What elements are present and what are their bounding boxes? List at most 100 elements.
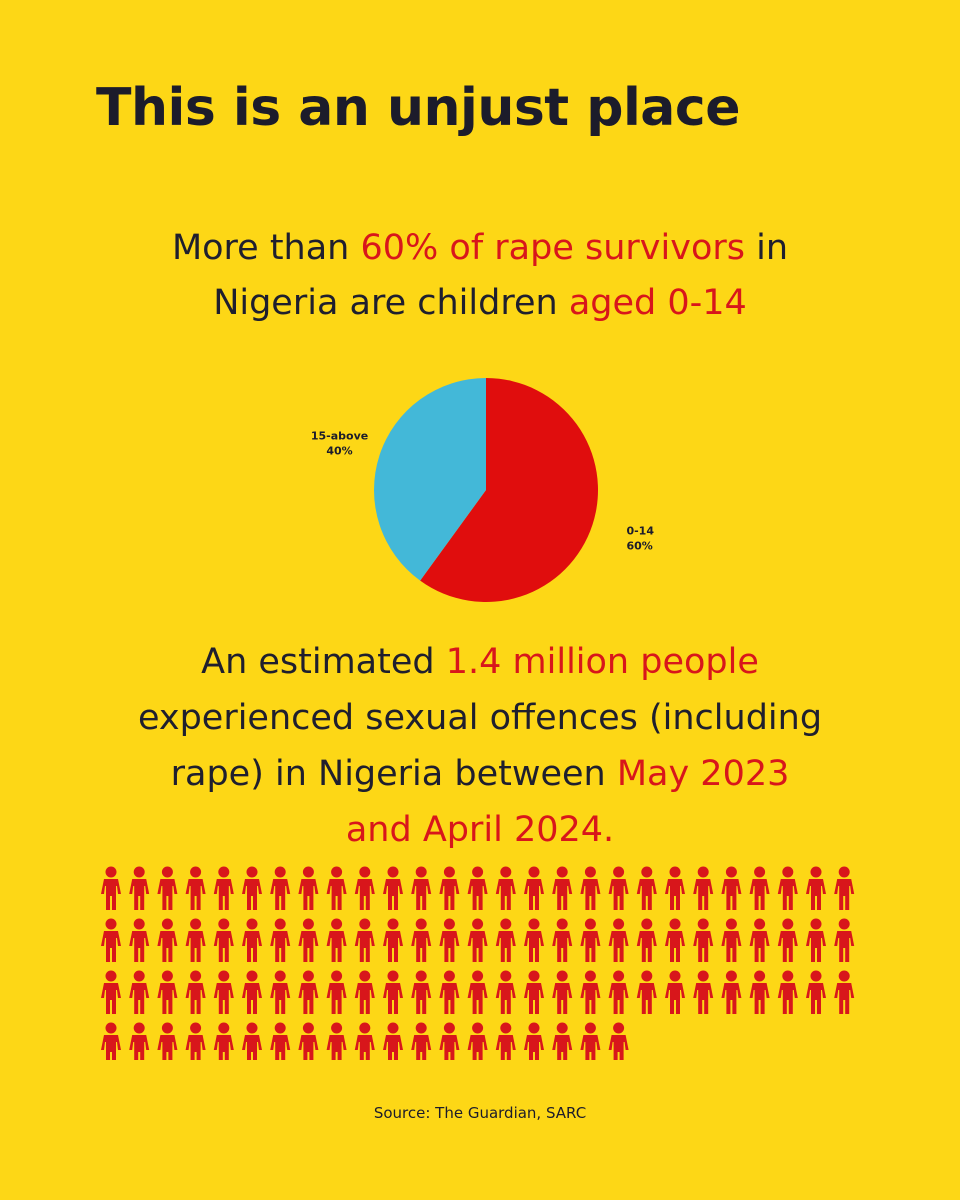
person-icon xyxy=(777,866,798,910)
person-icon xyxy=(383,1022,403,1060)
stat2-line2: experienced sexual offences (including xyxy=(137,698,823,738)
person-icon xyxy=(777,918,798,962)
person-icon xyxy=(185,866,206,910)
pie-slice-0-14 xyxy=(420,378,598,602)
person-icon xyxy=(806,970,826,1014)
pie-label-percent: 40% xyxy=(326,444,352,457)
person-icon xyxy=(524,970,544,1014)
person-icon xyxy=(411,866,432,910)
stat1-highlight: aged 0-14 xyxy=(568,283,747,323)
person-icon xyxy=(242,1022,262,1060)
person-icon xyxy=(749,918,770,962)
person-icon xyxy=(101,918,121,962)
stat1-text: Nigeria are children xyxy=(213,283,569,323)
person-icon xyxy=(185,918,206,962)
person-icon xyxy=(636,970,657,1014)
pie-label-percent: 60% xyxy=(626,540,652,553)
person-icon xyxy=(524,866,544,910)
person-icon xyxy=(524,918,544,962)
person-icon xyxy=(552,866,573,910)
person-icon xyxy=(354,970,375,1014)
person-icon xyxy=(326,970,347,1014)
person-icon xyxy=(834,970,855,1014)
person-icon xyxy=(693,918,714,962)
person-icon xyxy=(777,970,798,1014)
person-icon xyxy=(270,970,291,1014)
stat2-highlight: May 2023 xyxy=(616,754,790,794)
person-icon xyxy=(749,866,770,910)
person-icon xyxy=(129,970,150,1014)
person-icon xyxy=(129,918,150,962)
pie-label-category: 0-14 xyxy=(626,525,654,538)
person-icon xyxy=(749,970,770,1014)
source-credit: Source: The Guardian, SARC xyxy=(373,1104,587,1122)
stat2-highlight: 1.4 million people xyxy=(445,642,759,682)
person-icon xyxy=(665,866,685,910)
person-icon xyxy=(580,1022,601,1060)
person-icon xyxy=(270,1022,291,1060)
person-icon xyxy=(157,970,178,1014)
person-icon xyxy=(608,918,629,962)
person-icon xyxy=(665,970,685,1014)
person-icon xyxy=(157,918,178,962)
people-pictogram xyxy=(101,866,855,1060)
person-icon xyxy=(383,866,403,910)
person-icon xyxy=(439,866,460,910)
person-icon xyxy=(806,918,826,962)
person-icon xyxy=(721,970,742,1014)
stat1-line1: More than 60% of rape survivors in xyxy=(0,228,960,268)
person-icon xyxy=(298,866,319,910)
person-icon xyxy=(495,866,516,910)
person-icon xyxy=(495,970,516,1014)
person-icon xyxy=(552,970,573,1014)
person-icon xyxy=(185,970,206,1014)
person-icon xyxy=(129,866,150,910)
pie-slice-15-above xyxy=(373,378,486,581)
person-icon xyxy=(834,918,855,962)
person-icon xyxy=(580,866,601,910)
person-icon xyxy=(580,918,601,962)
person-icon xyxy=(495,1022,516,1060)
person-icon xyxy=(721,866,742,910)
person-icon xyxy=(524,1022,544,1060)
pie-chart: 0-14 60% 15-above 40% xyxy=(311,378,654,602)
person-icon xyxy=(495,918,516,962)
person-icon xyxy=(467,918,488,962)
person-icon xyxy=(721,918,742,962)
stat1-text: More than xyxy=(171,228,361,268)
person-icon xyxy=(608,1022,629,1060)
person-icon xyxy=(439,1022,460,1060)
person-icon xyxy=(383,970,403,1014)
person-icon xyxy=(326,918,347,962)
person-icon xyxy=(157,1022,178,1060)
person-icon xyxy=(552,1022,573,1060)
person-icon xyxy=(242,918,262,962)
person-icon xyxy=(242,970,262,1014)
person-icon xyxy=(834,866,855,910)
stat2-text: An estimated xyxy=(201,642,446,682)
page-title: This is an unjust place xyxy=(96,78,740,138)
person-icon xyxy=(298,970,319,1014)
person-icon xyxy=(101,1022,121,1060)
person-icon xyxy=(354,918,375,962)
pie-label-category: 15-above xyxy=(311,429,368,442)
person-icon xyxy=(213,1022,234,1060)
person-icon xyxy=(157,866,178,910)
person-icon xyxy=(636,918,657,962)
person-icon xyxy=(213,866,234,910)
stat1-highlight: 60% of rape survivors xyxy=(360,228,746,268)
stat1-line2: Nigeria are children aged 0-14 xyxy=(0,283,960,323)
person-icon xyxy=(693,866,714,910)
person-icon xyxy=(580,970,601,1014)
person-icon xyxy=(101,970,121,1014)
person-icon xyxy=(129,1022,150,1060)
person-icon xyxy=(298,918,319,962)
person-icon xyxy=(383,918,403,962)
person-icon xyxy=(411,1022,432,1060)
person-icon xyxy=(101,866,121,910)
stat2-line3: rape) in Nigeria between May 2023 xyxy=(0,754,960,794)
person-icon xyxy=(326,1022,347,1060)
person-icon xyxy=(185,1022,206,1060)
person-icon xyxy=(354,866,375,910)
person-icon xyxy=(467,1022,488,1060)
